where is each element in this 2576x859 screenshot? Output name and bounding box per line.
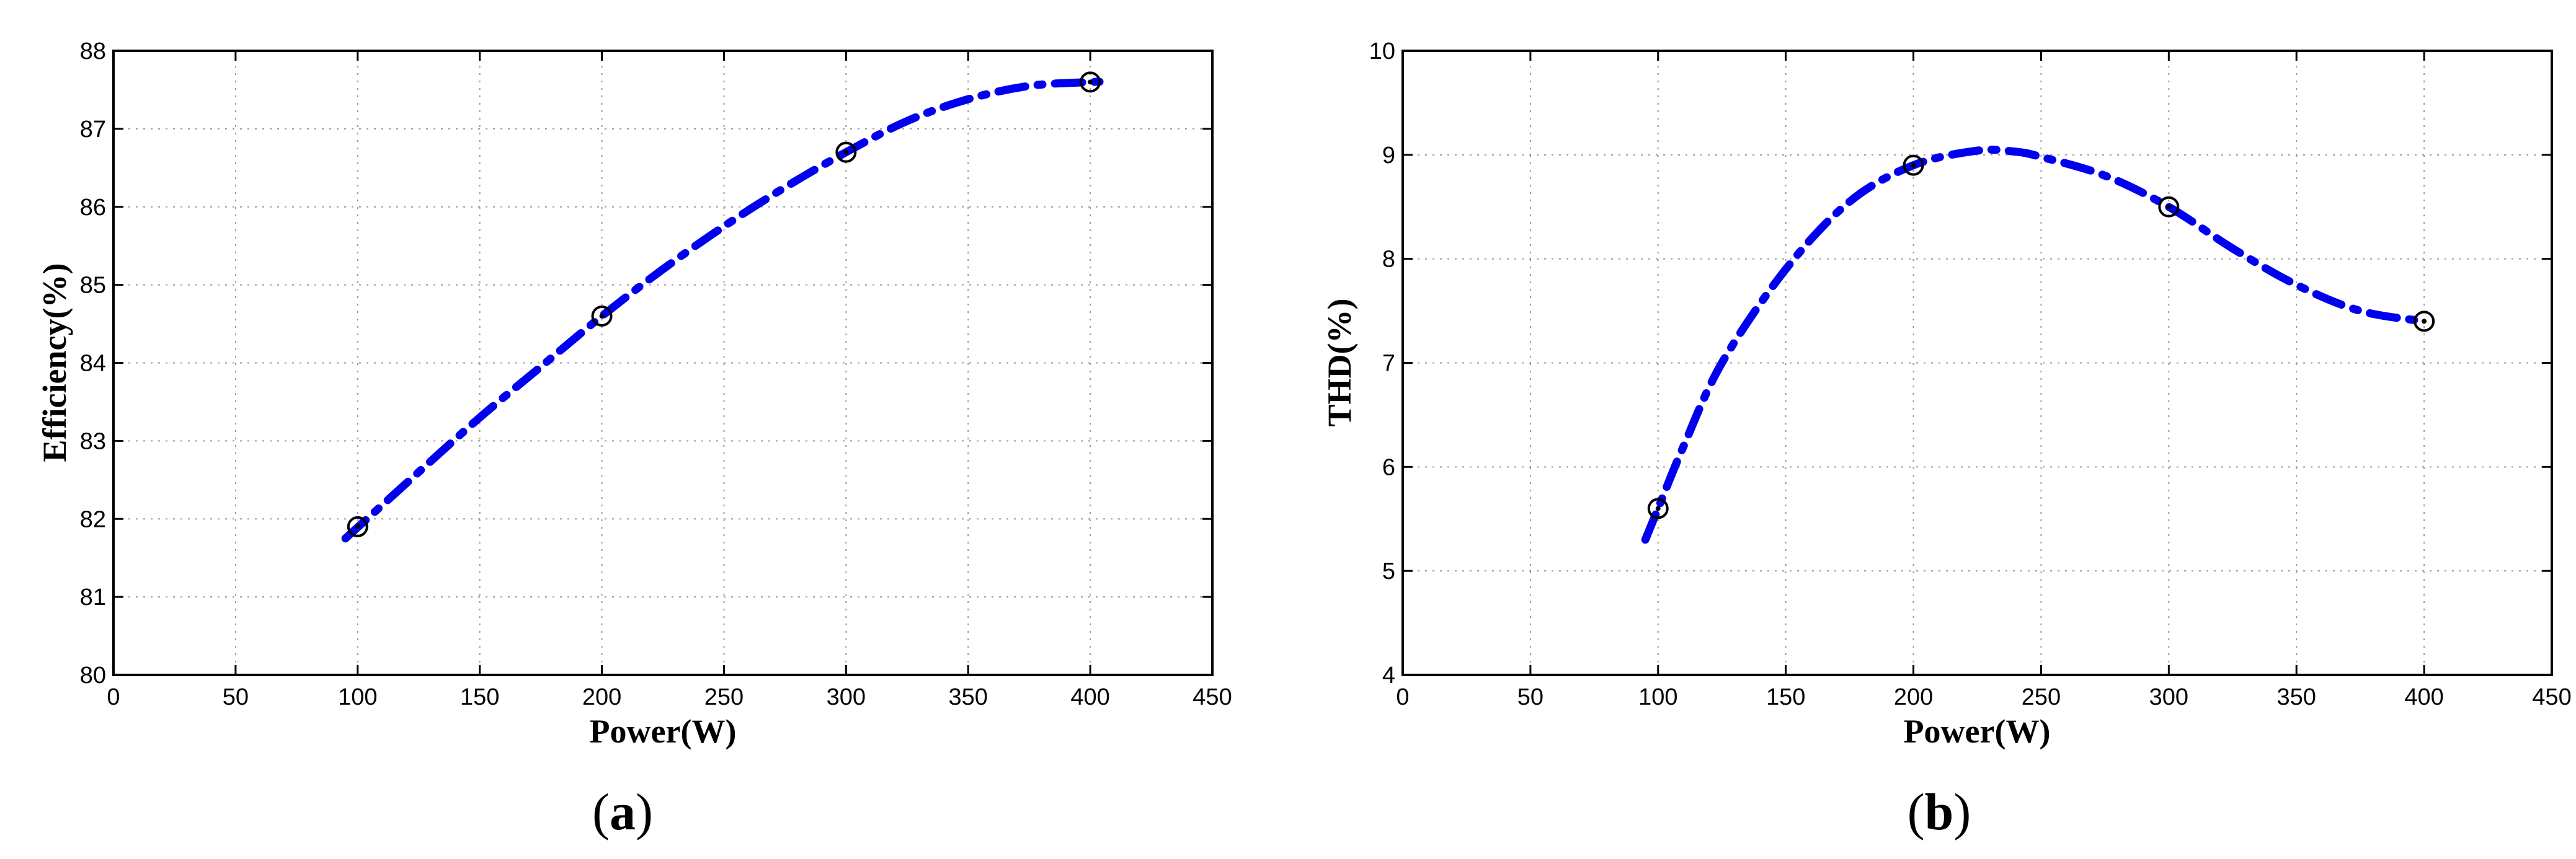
- y-tick-label: 82: [80, 506, 106, 532]
- data-point-dot: [2166, 204, 2172, 209]
- data-point: [1903, 154, 1924, 176]
- grid-a: [113, 51, 1212, 675]
- data-point-ring: [347, 516, 368, 537]
- data-point: [591, 305, 613, 327]
- y-tick-label: 86: [80, 195, 106, 221]
- x-tick-label: 400: [2404, 684, 2443, 710]
- x-tick-label: 450: [2532, 684, 2571, 710]
- y-tick-label: 9: [1382, 143, 1395, 169]
- data-point-dot: [1088, 79, 1093, 85]
- x-axis-label-a: Power(W): [590, 713, 737, 750]
- data-point: [1080, 71, 1101, 93]
- data-point-ring: [1080, 71, 1101, 93]
- x-tick-label: 0: [107, 684, 120, 710]
- chart-b: 4 5 6 7 8 9 10 0 50 100 150 200 250 300 350 400 450 Pow…: [1321, 38, 2572, 841]
- x-tick-label: 150: [460, 684, 499, 710]
- y-tick-label: 85: [80, 273, 106, 299]
- x-tick-label: 350: [949, 684, 988, 710]
- data-point-dot: [843, 149, 849, 155]
- y-tick-label: 10: [1369, 38, 1395, 64]
- y-tick-label: 87: [80, 117, 106, 143]
- x-tick-label: 150: [1766, 684, 1805, 710]
- x-tick-label: 350: [2277, 684, 2316, 710]
- y-ticks-a: 80 81 82 83 84 85 86 87 88: [80, 38, 1212, 689]
- y-tick-label: 80: [80, 663, 106, 689]
- caption-letter-a: a: [610, 783, 636, 841]
- data-point: [1647, 498, 1669, 519]
- x-tick-label: 50: [223, 684, 249, 710]
- y-tick-label: 88: [80, 38, 106, 64]
- y-tick-label: 8: [1382, 247, 1395, 273]
- data-markers-b: [1647, 154, 2435, 519]
- data-point-dot: [2422, 319, 2427, 324]
- x-axis-label-b: Power(W): [1904, 713, 2051, 750]
- x-tick-label: 100: [1638, 684, 1677, 710]
- data-point-ring: [591, 305, 613, 327]
- x-tick-label: 300: [2149, 684, 2188, 710]
- x-tick-label: 300: [827, 684, 866, 710]
- data-point-ring: [2414, 311, 2435, 332]
- data-point: [2158, 196, 2180, 218]
- data-point: [347, 516, 368, 537]
- data-point: [835, 141, 857, 163]
- data-markers-a: [347, 71, 1101, 537]
- y-tick-label: 81: [80, 584, 106, 610]
- y-tick-label: 5: [1382, 558, 1395, 584]
- x-ticks-a: 0 50 100 150 200 250 300 350 400 450: [107, 51, 1232, 710]
- x-tick-label: 200: [1894, 684, 1933, 710]
- y-ticks-b: 4 5 6 7 8 9 10: [1369, 38, 2552, 689]
- x-tick-label: 0: [1396, 684, 1409, 710]
- y-tick-label: 4: [1382, 663, 1395, 689]
- data-point-ring: [1647, 498, 1669, 519]
- data-point: [2414, 311, 2435, 332]
- chart-a: 80 81 82 83 84 85 86 87 88 0 50 100 150 200 250 300 350…: [36, 38, 1232, 841]
- data-point-dot: [1911, 162, 1916, 168]
- y-axis-label-a: Efficiency(%): [36, 263, 73, 462]
- fit-curve-a: [341, 77, 1107, 543]
- x-ticks-b: 0 50 100 150 200 250 300 350 400 450: [1396, 51, 2572, 710]
- y-tick-label: 6: [1382, 454, 1395, 480]
- data-point-ring: [2158, 196, 2180, 218]
- data-point-dot: [1655, 506, 1661, 511]
- caption-b: (b): [1908, 783, 1971, 841]
- x-tick-label: 200: [582, 684, 621, 710]
- caption-a: (a): [592, 783, 653, 841]
- x-tick-label: 100: [338, 684, 377, 710]
- data-point-dot: [355, 524, 360, 529]
- y-tick-label: 7: [1382, 351, 1395, 377]
- y-axis-label-b: THD(%): [1321, 299, 1358, 427]
- x-tick-label: 400: [1070, 684, 1109, 710]
- grid-b: [1403, 51, 2552, 675]
- y-tick-label: 84: [80, 351, 106, 377]
- data-point-ring: [1903, 154, 1924, 176]
- x-tick-label: 450: [1193, 684, 1232, 710]
- data-point-dot: [599, 313, 605, 319]
- x-tick-label: 250: [2022, 684, 2061, 710]
- data-point-ring: [835, 141, 857, 163]
- caption-letter-b: b: [1925, 783, 1954, 841]
- fit-curve-b: [1641, 146, 2428, 544]
- x-tick-label: 250: [704, 684, 744, 710]
- y-tick-label: 83: [80, 428, 106, 454]
- x-tick-label: 50: [1517, 684, 1543, 710]
